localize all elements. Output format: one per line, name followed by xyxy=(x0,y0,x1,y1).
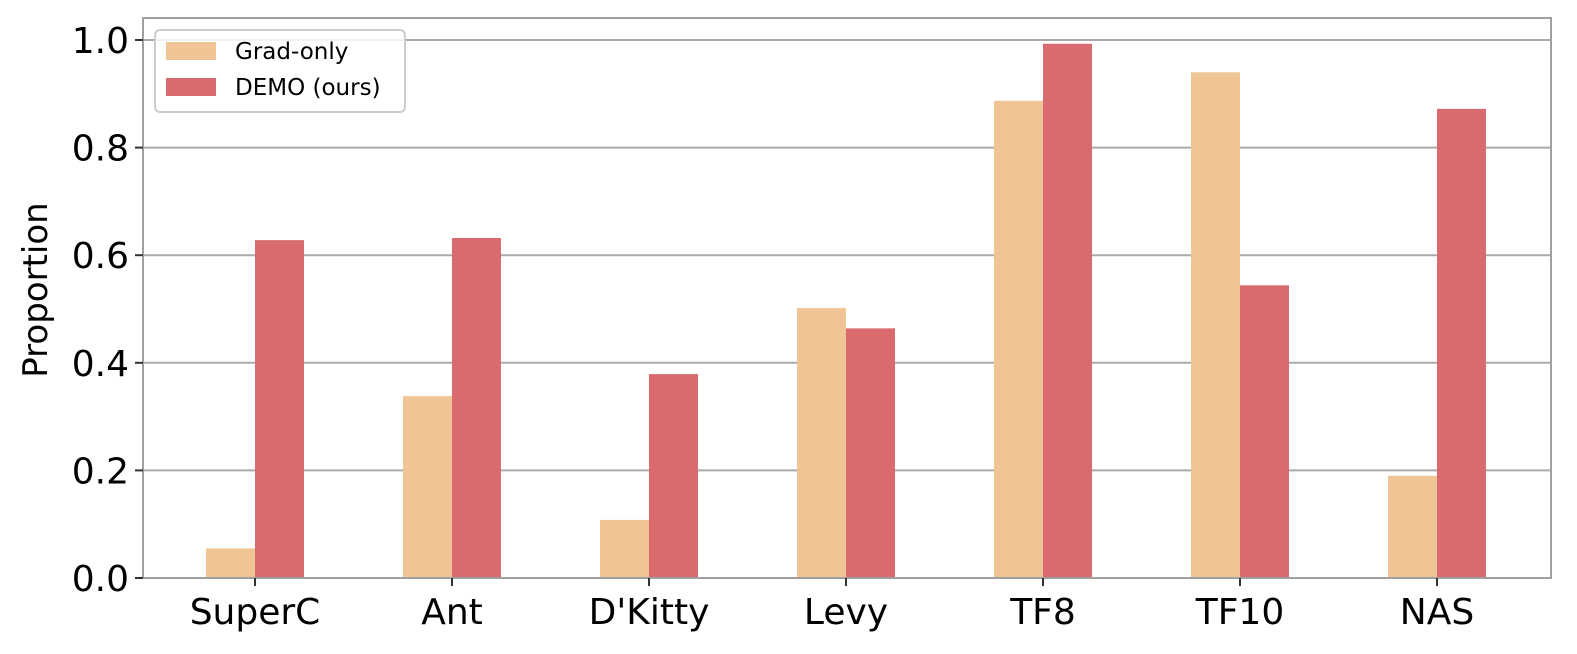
y-tick-label: 0.4 xyxy=(72,344,129,385)
bar-demo-ours-d-kitty xyxy=(649,374,698,578)
y-tick-label: 0.6 xyxy=(72,236,129,277)
x-tick-label: D'Kitty xyxy=(589,592,710,633)
y-tick-label: 0.2 xyxy=(72,451,129,492)
legend: Grad-only DEMO (ours) xyxy=(154,29,406,113)
legend-label: Grad-only xyxy=(235,39,348,65)
x-tick-label: SuperC xyxy=(190,592,321,633)
bar-grad-only-ant xyxy=(403,396,452,578)
x-tick-label: Levy xyxy=(804,592,888,633)
bar-demo-ours-levy xyxy=(846,328,895,578)
bars xyxy=(206,43,1486,579)
x-tick-label: TF10 xyxy=(1195,592,1285,633)
x-tick-label: TF8 xyxy=(1009,592,1076,633)
y-tick-label: 0.0 xyxy=(72,559,129,600)
bar-grad-only-nas xyxy=(1388,475,1437,578)
x-tick-label: Ant xyxy=(421,592,483,633)
bar-grad-only-tf10 xyxy=(1191,72,1240,578)
bar-demo-ours-tf10 xyxy=(1240,285,1289,578)
x-axis-ticks: SuperC Ant D'Kitty Levy TF8 TF10 NAS xyxy=(190,578,1474,633)
legend-swatch xyxy=(166,42,216,60)
x-tick-label: NAS xyxy=(1400,592,1474,633)
legend-label: DEMO (ours) xyxy=(235,75,381,101)
y-axis-ticks: 0.0 0.2 0.4 0.6 0.8 1.0 xyxy=(72,21,143,600)
bar-demo-ours-superc xyxy=(255,240,304,579)
y-tick-label: 1.0 xyxy=(72,21,129,62)
bar-grad-only-levy xyxy=(797,307,846,578)
legend-box xyxy=(154,29,406,113)
legend-swatch xyxy=(166,78,216,96)
bar-grad-only-tf8 xyxy=(994,100,1043,578)
bar-demo-ours-nas xyxy=(1437,108,1486,578)
bar-demo-ours-ant xyxy=(452,237,501,578)
bar-demo-ours-tf8 xyxy=(1043,43,1092,579)
bar-grad-only-superc xyxy=(206,548,255,578)
y-axis-label: Proportion xyxy=(16,202,56,377)
bar-grad-only-d-kitty xyxy=(600,519,649,578)
y-tick-label: 0.8 xyxy=(72,129,129,170)
